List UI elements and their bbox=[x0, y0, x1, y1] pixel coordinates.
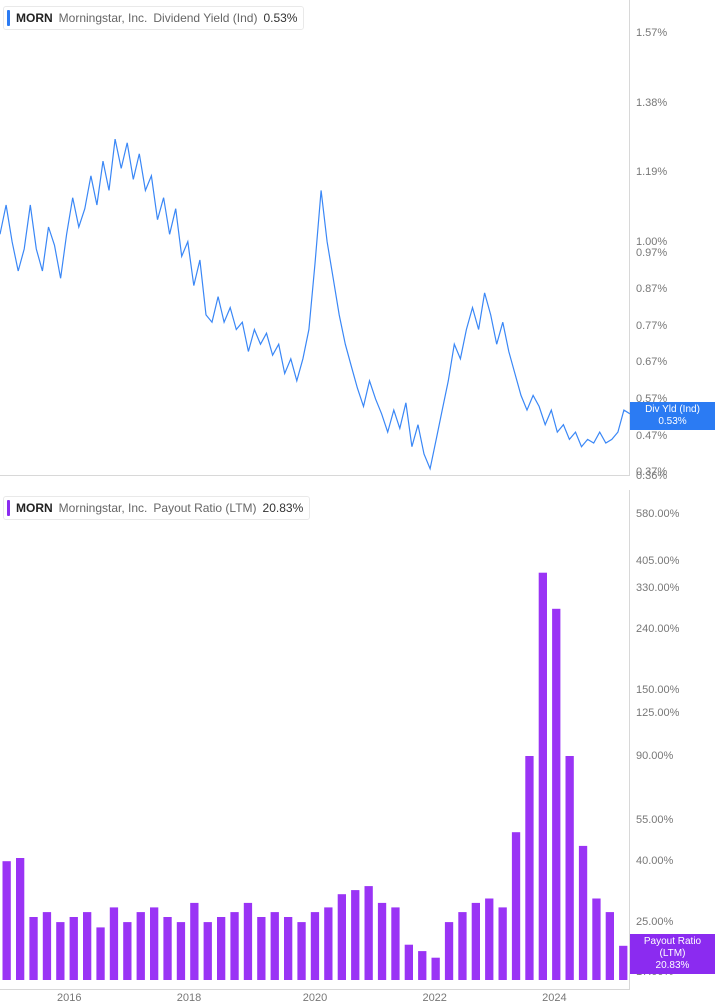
xtick-label: 2018 bbox=[177, 992, 201, 1004]
ytick-label: 55.00% bbox=[636, 814, 673, 826]
dividend-yield-line-chart bbox=[0, 0, 630, 476]
badge-title: Payout Ratio (LTM) bbox=[634, 936, 711, 960]
dividend-yield-legend[interactable]: MORN Morningstar, Inc. Dividend Yield (I… bbox=[3, 6, 304, 30]
badge-title: Div Yld (Ind) bbox=[634, 404, 711, 416]
payout-ratio-badge: Payout Ratio (LTM) 20.83% bbox=[630, 934, 715, 974]
payout-ratio-legend[interactable]: MORN Morningstar, Inc. Payout Ratio (LTM… bbox=[3, 496, 310, 520]
ytick-label: 0.36% bbox=[636, 470, 667, 482]
badge-value: 0.53% bbox=[634, 416, 711, 428]
xtick-label: 2016 bbox=[57, 992, 81, 1004]
legend-company: Morningstar, Inc. bbox=[59, 501, 148, 515]
badge-value: 20.83% bbox=[634, 960, 711, 972]
xtick-label: 2024 bbox=[542, 992, 566, 1004]
ytick-label: 0.87% bbox=[636, 283, 667, 295]
ytick-label: 40.00% bbox=[636, 855, 673, 867]
legend-series: Dividend Yield (Ind) bbox=[153, 11, 257, 25]
legend-accent-bar bbox=[7, 500, 10, 516]
dividend-yield-badge: Div Yld (Ind) 0.53% bbox=[630, 402, 715, 430]
ytick-label: 0.77% bbox=[636, 320, 667, 332]
ytick-label: 240.00% bbox=[636, 623, 679, 635]
payout-ratio-bar-chart bbox=[0, 490, 630, 980]
ytick-label: 0.47% bbox=[636, 430, 667, 442]
ytick-label: 405.00% bbox=[636, 555, 679, 567]
payout-ratio-plot[interactable]: MORN Morningstar, Inc. Payout Ratio (LTM… bbox=[0, 490, 630, 990]
ytick-label: 1.38% bbox=[636, 97, 667, 109]
legend-accent-bar bbox=[7, 10, 10, 26]
ytick-label: 150.00% bbox=[636, 684, 679, 696]
legend-value: 20.83% bbox=[263, 501, 304, 515]
xtick-label: 2022 bbox=[422, 992, 446, 1004]
dividend-yield-plot[interactable]: MORN Morningstar, Inc. Dividend Yield (I… bbox=[0, 0, 630, 476]
dividend-yield-panel: MORN Morningstar, Inc. Dividend Yield (I… bbox=[0, 0, 717, 490]
legend-ticker: MORN bbox=[16, 501, 53, 515]
ytick-label: 1.57% bbox=[636, 27, 667, 39]
ytick-label: 25.00% bbox=[636, 916, 673, 928]
ytick-label: 1.19% bbox=[636, 166, 667, 178]
payout-ratio-panel: MORN Morningstar, Inc. Payout Ratio (LTM… bbox=[0, 490, 717, 1005]
legend-series: Payout Ratio (LTM) bbox=[153, 501, 256, 515]
xtick-label: 2020 bbox=[303, 992, 327, 1004]
ytick-label: 580.00% bbox=[636, 508, 679, 520]
legend-company: Morningstar, Inc. bbox=[59, 11, 148, 25]
legend-value: 0.53% bbox=[263, 11, 297, 25]
ytick-label: 0.97% bbox=[636, 247, 667, 259]
ytick-label: 0.67% bbox=[636, 356, 667, 368]
ytick-label: 125.00% bbox=[636, 707, 679, 719]
ytick-label: 330.00% bbox=[636, 582, 679, 594]
legend-ticker: MORN bbox=[16, 11, 53, 25]
ytick-label: 90.00% bbox=[636, 750, 673, 762]
